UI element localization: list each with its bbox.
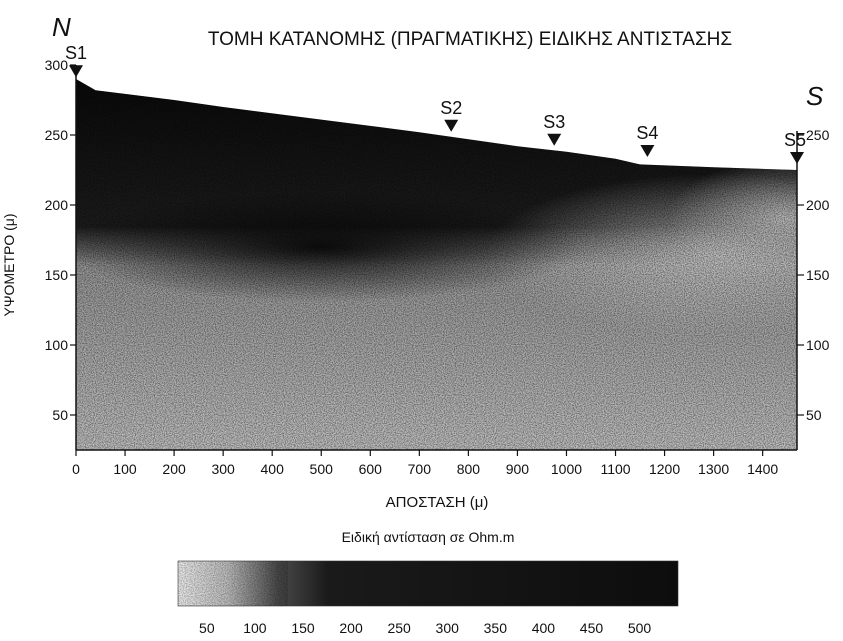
colorbar-tick-label: 250 xyxy=(387,620,411,636)
left-y-tick-label: 100 xyxy=(45,337,69,353)
colorbar-tick-label: 450 xyxy=(580,620,604,636)
right-y-tick-label: 100 xyxy=(806,337,830,353)
colorbar-tick-label: 50 xyxy=(199,620,215,636)
colorbar-ticks: 50 100 150 200 250 300 350 400 450 500 xyxy=(199,620,651,636)
left-y-tick-label: 150 xyxy=(45,267,69,283)
colorbar-label: Ειδική αντίσταση σε Ohm.m xyxy=(342,529,515,545)
right-y-axis-ticks: 50 100 150 200 250 xyxy=(797,127,830,423)
left-y-tick-label: 300 xyxy=(45,57,69,73)
right-y-tick-label: 150 xyxy=(806,267,830,283)
left-y-axis-ticks: 50 100 150 200 250 300 xyxy=(45,57,76,423)
colorbar xyxy=(177,560,679,607)
x-tick-label: 800 xyxy=(457,461,481,477)
x-tick-label: 1300 xyxy=(698,461,729,477)
x-tick-label: 900 xyxy=(506,461,530,477)
left-y-tick-label: 250 xyxy=(45,127,69,143)
colorbar-tick-label: 150 xyxy=(291,620,315,636)
y-axis-label: ΥΨΟΜΕΤΡΟ (μ) xyxy=(1,214,17,317)
x-tick-label: 0 xyxy=(72,461,80,477)
x-tick-label: 500 xyxy=(310,461,334,477)
colorbar-tick-label: 100 xyxy=(243,620,267,636)
x-axis-label: ΑΠΟΣΤΑΣΗ (μ) xyxy=(386,494,489,511)
station-marker xyxy=(547,133,562,146)
x-tick-label: 100 xyxy=(113,461,137,477)
x-tick-label: 1100 xyxy=(600,461,630,477)
station-marker xyxy=(640,145,655,157)
x-tick-label: 400 xyxy=(261,461,285,477)
x-tick-label: 200 xyxy=(162,461,186,477)
station-label: S1 xyxy=(65,43,87,63)
x-tick-label: 600 xyxy=(359,461,383,477)
colorbar-tick-label: 500 xyxy=(628,620,652,636)
station-marker xyxy=(69,65,83,78)
x-tick-label: 1000 xyxy=(551,461,582,477)
colorbar-tick-label: 400 xyxy=(532,620,556,636)
north-label: N xyxy=(52,12,71,42)
colorbar-tick-label: 350 xyxy=(484,620,508,636)
x-tick-label: 1200 xyxy=(649,461,680,477)
left-y-tick-label: 50 xyxy=(52,407,68,423)
right-y-tick-label: 250 xyxy=(806,127,830,143)
x-axis-ticks: 0 100 200 300 400 500 600 700 800 900 1000 1100 1200… xyxy=(72,450,778,477)
station-marker xyxy=(790,152,804,164)
station-label: S2 xyxy=(440,98,462,118)
colorbar-tick-label: 200 xyxy=(339,620,363,636)
chart-title: ΤΟΜΗ ΚΑΤΑΝΟΜΗΣ (ΠΡΑΓΜΑΤΙΚΗΣ) ΕΙΔΙΚΗΣ ΑΝΤ… xyxy=(208,29,732,50)
x-tick-label: 1400 xyxy=(747,461,778,477)
right-y-tick-label: 50 xyxy=(806,407,822,423)
x-tick-label: 300 xyxy=(211,461,235,477)
right-y-tick-label: 200 xyxy=(806,197,830,213)
south-label: S xyxy=(806,81,824,111)
left-y-tick-label: 200 xyxy=(45,197,69,213)
colorbar-tick-label: 300 xyxy=(436,620,460,636)
station-label: S3 xyxy=(543,112,565,132)
x-tick-label: 700 xyxy=(408,461,432,477)
station-marker xyxy=(444,119,459,132)
station-markers: S1 S2 S3 S4 S5 xyxy=(65,43,806,164)
station-label: S4 xyxy=(636,123,658,143)
station-label: S5 xyxy=(784,130,806,150)
